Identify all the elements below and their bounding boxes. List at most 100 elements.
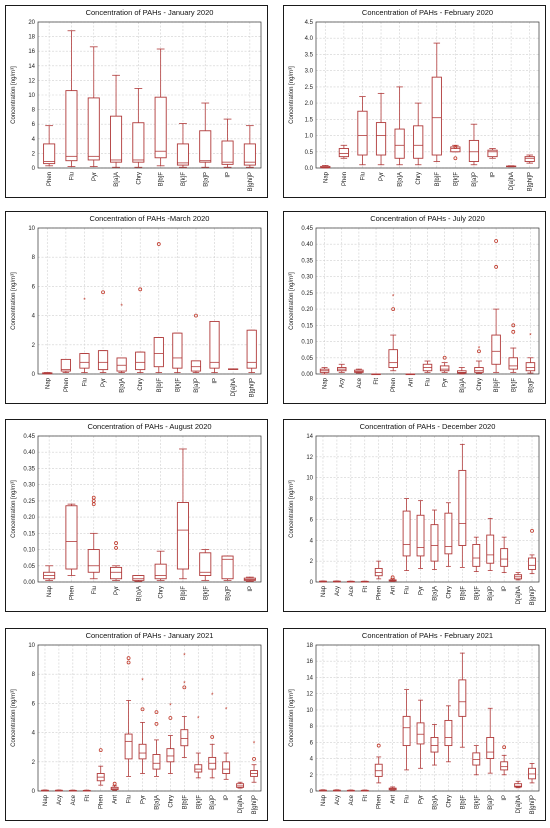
outlier-point [390, 575, 395, 580]
y-tick-label: 8 [310, 497, 314, 503]
x-tick-label: Ace [349, 585, 355, 596]
box-iqr [97, 350, 109, 371]
extreme-point: * [83, 297, 86, 304]
x-tick-label: D[a]hA [238, 795, 244, 813]
box-iqr [87, 97, 100, 161]
chart-panel-5: Concentration of PAHs - August 2020 0.00 0… [5, 419, 268, 612]
box-iqr [444, 512, 453, 555]
box-iqr [450, 146, 461, 153]
box-iqr [110, 566, 123, 580]
chart-svg: Concentration of PAHs - February 2021 0 2 4… [289, 631, 540, 814]
y-tick-label: 0.15 [23, 531, 35, 537]
x-tick-label: IP [491, 172, 497, 178]
outlier-point [182, 685, 187, 690]
x-tick-label: B[k]F [175, 378, 181, 392]
chart-title: Concentration of PAHs - February 2021 [362, 631, 493, 640]
y-tick-label: 14 [306, 434, 313, 440]
x-tick-label: Flu [405, 795, 411, 803]
chart-title: Concentration of PAHs - December 2020 [360, 422, 496, 431]
y-tick-label: 8 [32, 672, 36, 678]
box-iqr [132, 575, 145, 581]
x-tick-label: B[a]A [432, 586, 438, 601]
chart-svg: Concentration of PAHs - January 2020 0 2 4 6… [11, 8, 262, 191]
y-tick-label: 10 [306, 476, 313, 482]
x-tick-label: Nap [321, 585, 327, 597]
y-tick-label: 0.00 [23, 580, 35, 586]
x-tick-label: Ant [391, 586, 397, 595]
chart-title: Concentration of PAHs - February 2020 [362, 8, 493, 17]
x-tick-label: Phen [69, 586, 75, 600]
x-tick-label: Phen [99, 795, 105, 809]
box-iqr [444, 719, 453, 747]
x-tick-label: B[a]A [398, 172, 404, 187]
x-tick-label: B[a]A [114, 172, 120, 187]
outlier-point [101, 290, 105, 295]
y-tick-label: 0.35 [23, 466, 35, 472]
x-tick-label: Nap [45, 377, 51, 389]
chart-panel-1: Concentration of PAHs - January 2020 0 2 4 6… [5, 5, 268, 198]
chart-svg: Concentration of PAHs - January 2021 0 2 4 6… [11, 631, 262, 814]
x-tick-label: Acy [340, 378, 346, 388]
box-iqr [514, 783, 523, 788]
y-tick-label: 12 [306, 455, 313, 461]
box-iqr [528, 767, 536, 780]
extreme-point: * [211, 692, 214, 699]
x-tick-label: Chry [168, 795, 174, 808]
x-tick-label: B[k]F [511, 378, 517, 392]
box-iqr [154, 563, 167, 580]
x-tick-label: B[b]F [182, 795, 188, 810]
box-iqr [525, 362, 536, 372]
extreme-point: * [197, 716, 200, 723]
outlier-point [494, 239, 499, 243]
outlier-point [453, 156, 458, 161]
chart-panel-8: Concentration of PAHs - February 2021 0 2 4… [283, 628, 546, 821]
x-tick-label: IP [226, 172, 232, 178]
box-iqr [486, 737, 495, 760]
chart-title: Concentration of PAHs -March 2020 [90, 214, 210, 223]
y-tick-label: 2 [32, 343, 36, 349]
box-iqr [394, 128, 405, 159]
chart-svg: Concentration of PAHs - August 2020 0.00 0… [11, 422, 262, 601]
x-tick-label: Pyr [443, 378, 449, 387]
x-tick-label: Chry [446, 795, 452, 808]
x-tick-label: B[k]F [203, 586, 209, 600]
extreme-point: * [392, 294, 395, 301]
x-tick-label: B[k]F [453, 172, 459, 186]
y-axis-label: Concentration [ng/m³] [289, 272, 295, 330]
x-tick-label: Nap [321, 794, 327, 806]
outlier-point [442, 355, 447, 360]
x-tick-label: B[b]F [460, 795, 466, 810]
y-tick-label: 4 [310, 757, 314, 763]
outlier-point [477, 349, 481, 354]
x-tick-label: B[k]F [196, 795, 202, 809]
box-iqr [439, 365, 450, 372]
x-tick-label: Nap [43, 794, 49, 806]
x-tick-label: B[b]F [181, 586, 187, 601]
chart-svg: Concentration of PAHs - July 2020 0.00 0.0… [289, 214, 540, 393]
y-tick-label: 2.5 [305, 85, 314, 91]
y-tick-label: 0.05 [23, 564, 35, 570]
outlier-point [154, 710, 159, 715]
x-tick-label: Ace [349, 794, 355, 805]
x-tick-label: B[a]P [226, 586, 232, 601]
y-tick-label: 14 [306, 675, 313, 681]
x-tick-label: B[b]F [435, 172, 441, 187]
y-tick-label: 4.0 [305, 36, 314, 42]
box-iqr [416, 514, 425, 557]
extreme-point: * [141, 678, 144, 685]
x-tick-label: IP [248, 586, 254, 592]
x-tick-label: Nap [323, 171, 329, 183]
y-tick-label: 0 [310, 580, 314, 586]
y-tick-label: 4 [310, 538, 314, 544]
outlier-point [376, 743, 381, 748]
x-tick-label: Pyr [141, 795, 147, 804]
box-iqr [116, 357, 127, 372]
x-tick-label: IP [502, 795, 508, 801]
box-iqr [416, 722, 425, 745]
box-iqr [194, 764, 203, 773]
x-tick-label: Chry [136, 172, 142, 185]
box-iqr [374, 763, 383, 777]
outlier-point [210, 735, 215, 739]
x-tick-label: Chry [159, 586, 165, 599]
box-iqr [221, 555, 234, 580]
